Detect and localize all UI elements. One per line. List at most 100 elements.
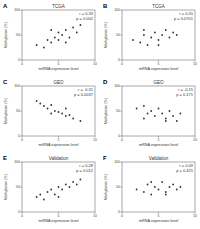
point (50, 104, 52, 106)
point (50, 113, 52, 115)
point (176, 120, 178, 122)
x-tick-label: 0 (21, 62, 23, 66)
point (43, 199, 45, 201)
point (143, 118, 145, 120)
point (50, 29, 52, 31)
x-tick-label: 10 (193, 138, 197, 142)
y-tick (21, 111, 23, 112)
y-tick-label: 100 (14, 84, 20, 88)
y-tick (121, 187, 123, 188)
annotation: p = 0.002 (76, 16, 94, 21)
point (172, 184, 174, 186)
y-tick-label: 50 (116, 33, 120, 37)
point (139, 42, 141, 44)
y-tick (21, 187, 23, 188)
points (132, 29, 178, 46)
x-tick-label: 5 (158, 214, 160, 218)
points (36, 179, 82, 201)
point (80, 179, 82, 181)
y-tick-label: 0 (18, 134, 20, 138)
panel: BTCGA0510050100mRNA expression levelMeth… (103, 3, 197, 71)
point (80, 24, 82, 26)
x-tick-label: 0 (121, 62, 123, 66)
x-tick-label: 5 (58, 214, 60, 218)
y-tick (21, 35, 23, 36)
point (154, 115, 156, 117)
annotation: p = 0.012 (76, 168, 94, 173)
point (72, 118, 74, 120)
y-tick (21, 162, 23, 163)
y-tick (121, 136, 123, 137)
point (80, 120, 82, 122)
y-label: Methylation (%) (104, 97, 108, 124)
point (180, 186, 182, 188)
x-label: mRNA expression level (139, 219, 178, 223)
point (54, 194, 56, 196)
point (158, 39, 160, 41)
y-tick-label: 50 (16, 109, 20, 113)
point (165, 191, 167, 193)
y-tick (21, 86, 23, 87)
point (50, 189, 52, 191)
point (58, 111, 60, 113)
plot-frame (22, 10, 95, 60)
panel: CGEO0510050100miRNA expression levelMeth… (3, 79, 97, 147)
point (36, 100, 38, 102)
y-tick-label: 50 (16, 185, 20, 189)
point (72, 27, 74, 29)
point (165, 120, 167, 122)
point (147, 184, 149, 186)
x-label: miRNA expression level (38, 67, 78, 71)
point (161, 34, 163, 36)
point (36, 196, 38, 198)
point (169, 37, 171, 39)
title: TCGA (52, 4, 65, 9)
plot-frame (122, 10, 195, 60)
point (143, 191, 145, 193)
y-tick-label: 0 (118, 134, 120, 138)
point (176, 34, 178, 36)
point (65, 115, 67, 117)
x-tick-label: 0 (121, 138, 123, 142)
point (165, 118, 167, 120)
plot-frame (22, 162, 95, 212)
point (58, 196, 60, 198)
title: TCGA (152, 4, 165, 9)
point (154, 32, 156, 34)
y-tick-label: 100 (114, 160, 120, 164)
point (169, 186, 171, 188)
point (165, 194, 167, 196)
point (169, 110, 171, 112)
point (161, 181, 163, 183)
y-tick-label: 0 (18, 58, 20, 62)
panel: FValidation0510050100mRNA expression lev… (103, 155, 197, 223)
panel: EValidation0510050100miRNA expression le… (3, 155, 97, 223)
point (54, 37, 56, 39)
x-tick-label: 10 (193, 214, 197, 218)
point (43, 105, 45, 107)
point (136, 189, 138, 191)
point (132, 39, 134, 41)
point (158, 108, 160, 110)
panel-label: C (3, 79, 8, 85)
point (50, 42, 52, 44)
y-label: Methylation (%) (4, 97, 8, 124)
x-tick-label: 10 (93, 62, 97, 66)
points (136, 181, 182, 195)
y-label: Methylation (%) (4, 21, 8, 48)
y-tick (121, 111, 123, 112)
point (150, 37, 152, 39)
y-tick-label: 0 (18, 210, 20, 214)
point (143, 29, 145, 31)
point (65, 42, 67, 44)
y-tick (121, 35, 123, 36)
point (58, 32, 60, 34)
y-label: Methylation (%) (104, 21, 108, 48)
title: GEO (153, 80, 164, 85)
point (154, 186, 156, 188)
panel-label: E (3, 155, 7, 161)
point (61, 189, 63, 191)
y-label: Methylation (%) (104, 173, 108, 200)
x-tick-label: 10 (93, 214, 97, 218)
point (69, 186, 71, 188)
